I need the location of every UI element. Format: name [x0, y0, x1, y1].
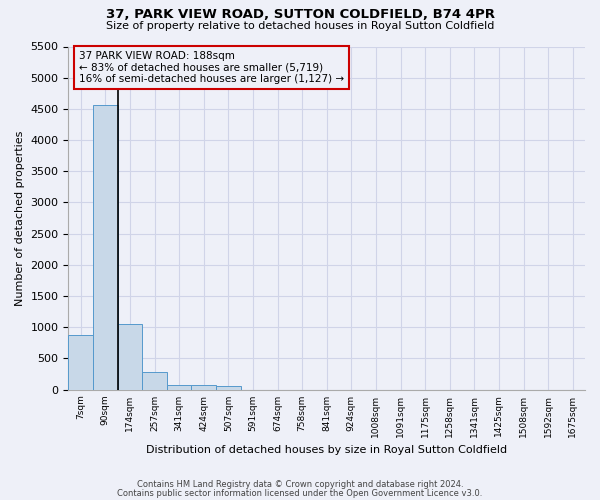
Bar	[167, 384, 191, 390]
Y-axis label: Number of detached properties: Number of detached properties	[15, 130, 25, 306]
X-axis label: Distribution of detached houses by size in Royal Sutton Coldfield: Distribution of detached houses by size …	[146, 445, 507, 455]
Bar	[68, 335, 93, 390]
Text: Contains HM Land Registry data © Crown copyright and database right 2024.: Contains HM Land Registry data © Crown c…	[137, 480, 463, 489]
Text: 37, PARK VIEW ROAD, SUTTON COLDFIELD, B74 4PR: 37, PARK VIEW ROAD, SUTTON COLDFIELD, B7…	[106, 8, 494, 20]
Text: Size of property relative to detached houses in Royal Sutton Coldfield: Size of property relative to detached ho…	[106, 21, 494, 31]
Bar	[216, 386, 241, 390]
Text: 37 PARK VIEW ROAD: 188sqm
← 83% of detached houses are smaller (5,719)
16% of se: 37 PARK VIEW ROAD: 188sqm ← 83% of detac…	[79, 51, 344, 84]
Bar	[142, 372, 167, 390]
Bar	[93, 105, 118, 390]
Bar	[191, 385, 216, 390]
Bar	[118, 324, 142, 390]
Text: Contains public sector information licensed under the Open Government Licence v3: Contains public sector information licen…	[118, 488, 482, 498]
